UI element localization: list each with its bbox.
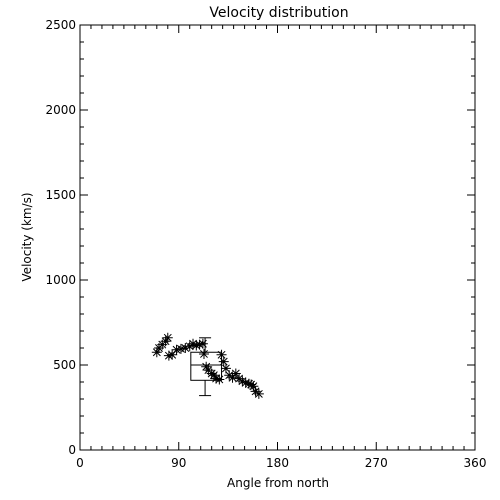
data-point	[188, 338, 199, 349]
data-point	[208, 370, 219, 381]
x-tick-label: 180	[266, 456, 289, 470]
y-tick-label: 2500	[45, 18, 76, 32]
data-point	[218, 356, 229, 367]
x-tick-label: 270	[365, 456, 388, 470]
data-point	[160, 336, 171, 347]
data-point	[234, 373, 245, 384]
data-point	[253, 388, 264, 399]
plot-frame	[79, 24, 476, 451]
y-tick-label: 1000	[45, 273, 76, 287]
data-point	[243, 378, 254, 389]
x-axis: 0 90 180 270 360	[76, 25, 486, 470]
data-point	[171, 344, 182, 355]
y-tick-label: 0	[68, 443, 76, 457]
data-point	[167, 349, 178, 360]
data-points	[151, 332, 264, 399]
y-tick-label: 500	[53, 358, 76, 372]
y-tick-label: 1500	[45, 188, 76, 202]
data-point	[250, 386, 261, 397]
x-tick-label: 0	[76, 456, 84, 470]
data-point	[224, 370, 235, 381]
data-point	[240, 377, 251, 388]
x-axis-label: Angle from north	[227, 476, 329, 490]
chart-title: Velocity distribution	[209, 5, 348, 21]
data-point	[211, 373, 222, 384]
data-point	[175, 343, 186, 354]
data-point	[237, 376, 248, 387]
data-point	[151, 347, 162, 358]
data-point	[230, 368, 241, 379]
data-point	[214, 374, 225, 385]
data-point	[248, 381, 259, 392]
data-point	[220, 363, 231, 374]
y-axis: 0 500 1000 1500 2000 2500	[45, 18, 475, 457]
y-axis-label: Velocity (km/s)	[20, 192, 34, 281]
data-point	[184, 341, 195, 352]
data-point	[163, 350, 174, 361]
x-tick-label: 360	[464, 456, 487, 470]
data-point	[191, 340, 202, 351]
data-point	[198, 348, 209, 359]
data-point	[162, 332, 173, 343]
y-tick-label: 2000	[45, 103, 76, 117]
data-point	[216, 349, 227, 360]
data-point	[197, 338, 208, 349]
data-point	[194, 339, 205, 350]
data-point	[227, 372, 238, 383]
x-tick-label: 90	[171, 456, 186, 470]
data-point	[201, 361, 212, 372]
data-point	[180, 343, 191, 353]
